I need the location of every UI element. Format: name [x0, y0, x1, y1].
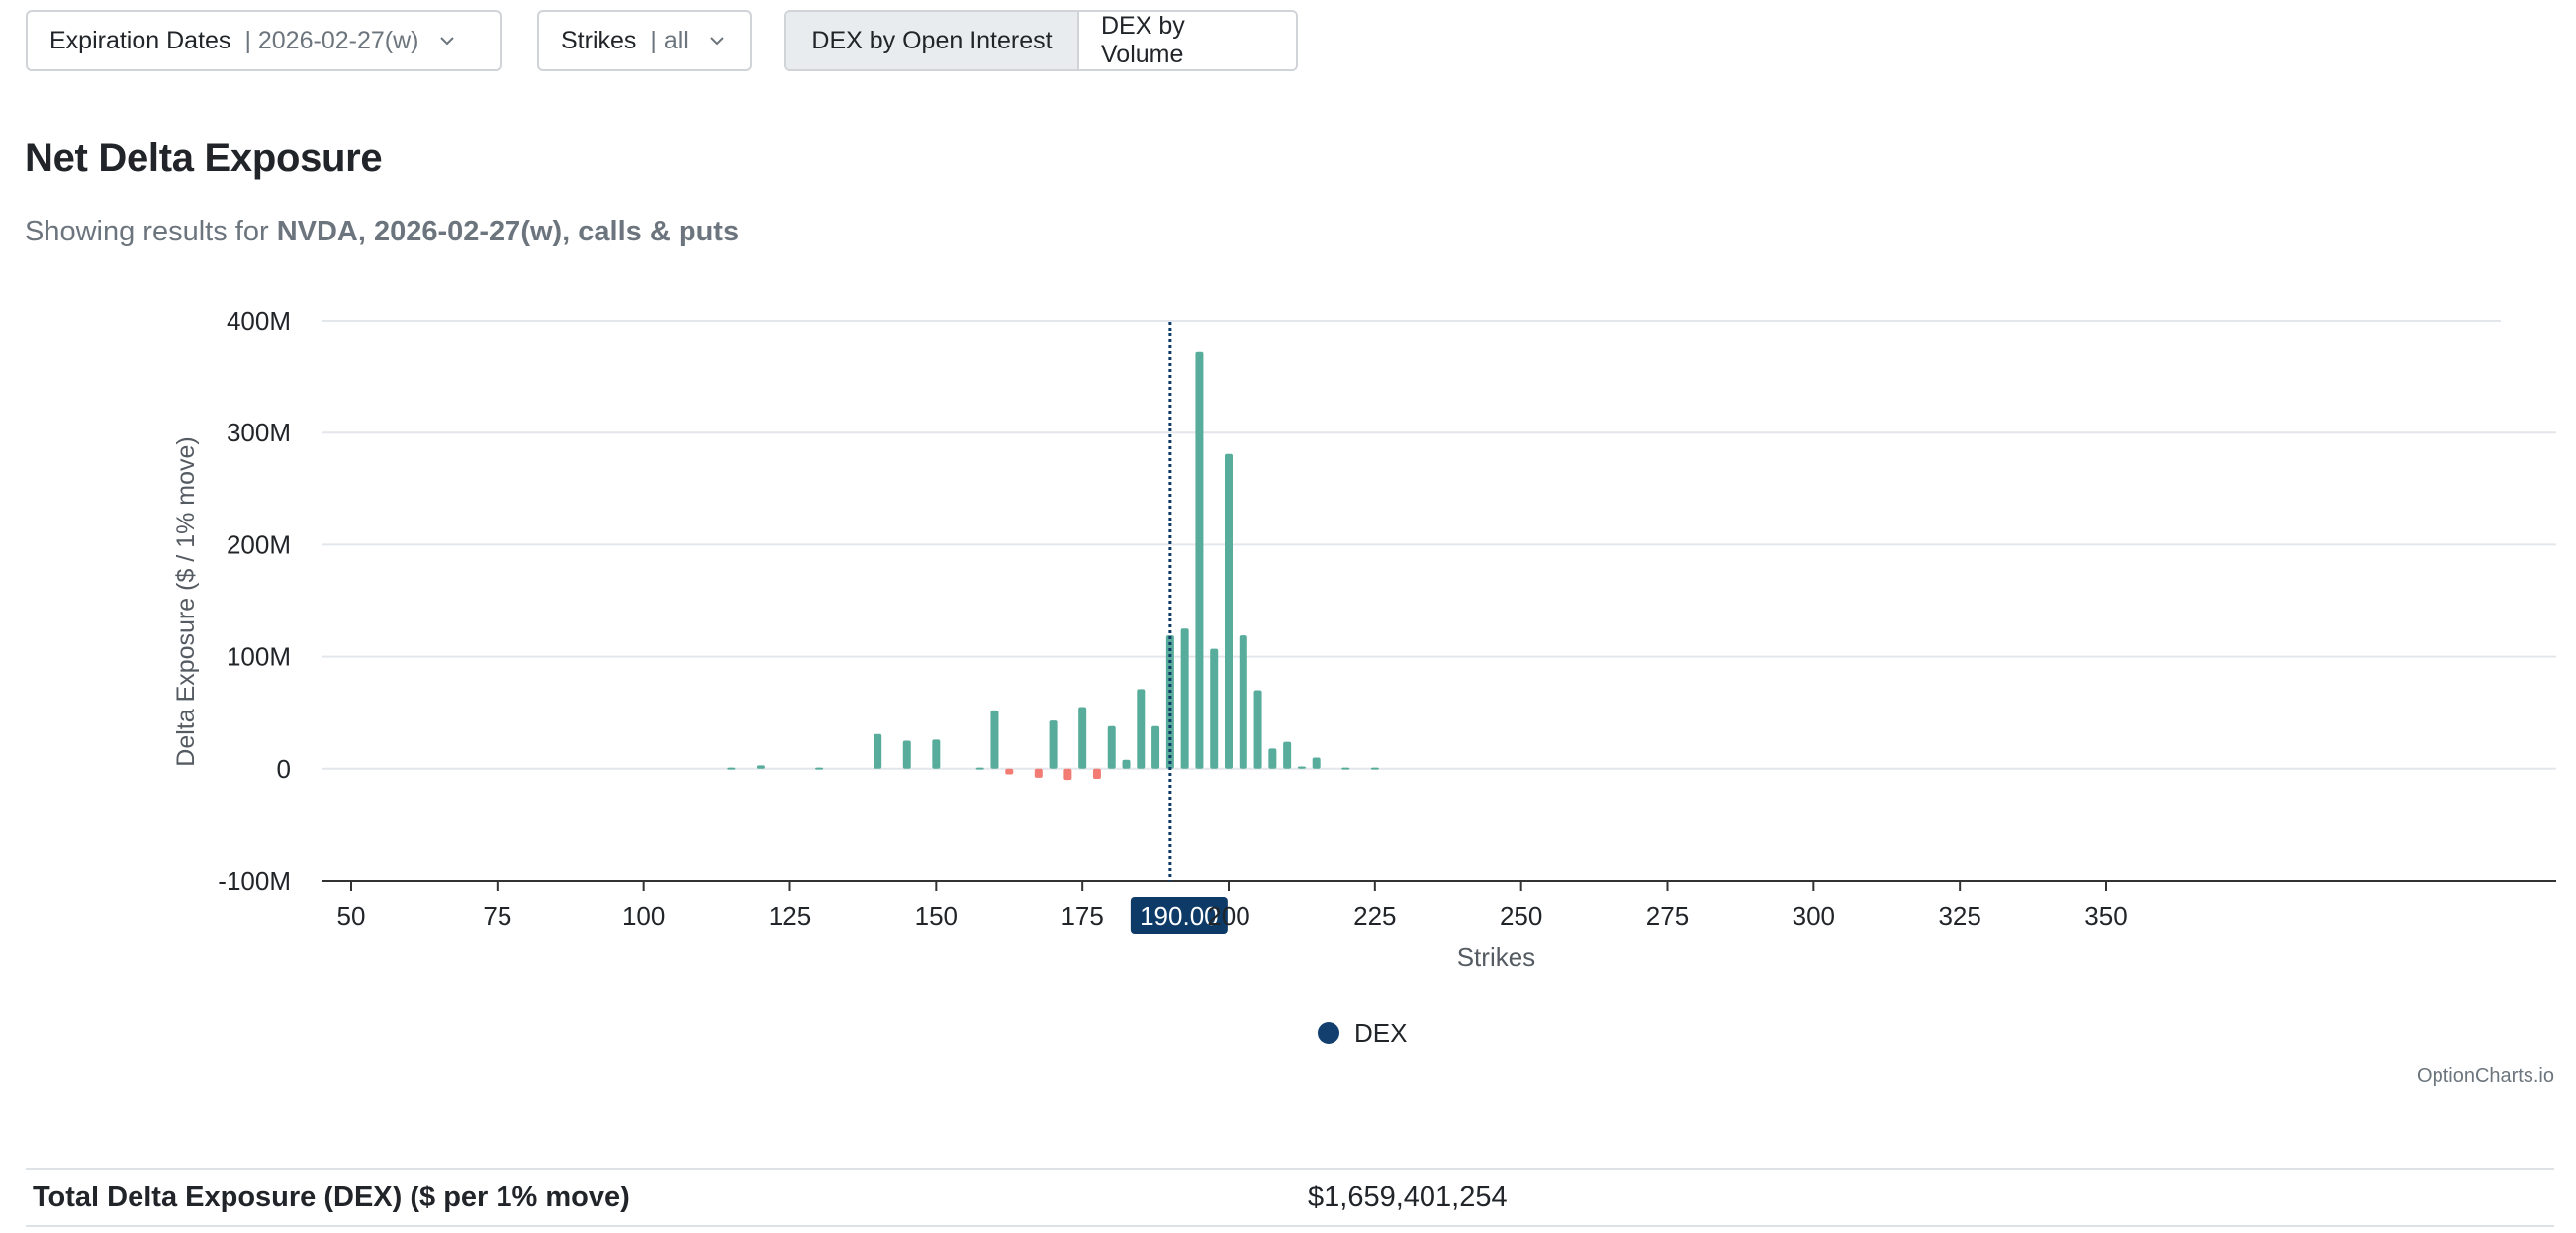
dex-bar	[990, 710, 999, 769]
x-tick-label: 125	[769, 901, 811, 931]
total-dex-value: $1,659,401,254	[1308, 1182, 1508, 1213]
dex-bar	[1341, 767, 1350, 770]
dex-bar	[1137, 689, 1146, 769]
crosshair-label-box	[1130, 897, 1228, 934]
y-tick-label: 200M	[227, 529, 291, 559]
dex-bar	[1107, 725, 1116, 769]
x-tick-label: 350	[2084, 901, 2127, 931]
dex-by-open-interest-button[interactable]: DEX by Open Interest	[786, 12, 1079, 69]
page-subtitle: Showing results for NVDA, 2026-02-27(w),…	[25, 216, 739, 248]
dex-bar	[1092, 768, 1101, 779]
crosshair-label: 190.00	[1140, 901, 1219, 931]
x-tick-label: 225	[1353, 901, 1396, 931]
dex-bar	[1034, 768, 1043, 778]
dex-bar	[756, 765, 765, 769]
subtitle-prefix: Showing results for	[25, 216, 269, 247]
dex-bar	[1297, 766, 1306, 769]
dex-bar	[1239, 635, 1247, 769]
expiration-dates-label: Expiration Dates	[49, 26, 231, 54]
x-tick-label: 325	[1938, 901, 1980, 931]
expiration-dates-dropdown[interactable]: Expiration Dates | 2026-02-27(w)	[26, 10, 502, 71]
x-tick-label: 250	[1500, 901, 1542, 931]
dex-bar	[1370, 767, 1379, 770]
dex-bar	[932, 739, 941, 769]
total-dex-row: Total Delta Exposure (DEX) ($ per 1% mov…	[26, 1168, 2554, 1227]
strikes-dropdown[interactable]: Strikes | all	[537, 10, 752, 71]
x-tick-label: 50	[337, 901, 366, 931]
x-tick-label: 75	[483, 901, 511, 931]
delta-exposure-chart: 190.00 400M 300M 200M 100M 0 -100M 50 75 100 125 1…	[172, 306, 2556, 1048]
y-tick-label: 400M	[227, 306, 291, 335]
dex-bar	[727, 767, 736, 770]
x-tick-label: 300	[1793, 901, 1835, 931]
subtitle-selection: NVDA, 2026-02-27(w), calls & puts	[276, 216, 740, 247]
legend-marker	[1318, 1022, 1339, 1044]
dex-view-toggle: DEX by Open Interest DEX by Volume	[784, 10, 1298, 71]
dex-bar	[874, 733, 882, 769]
page-title: Net Delta Exposure	[25, 137, 383, 180]
chart-credit: OptionCharts.io	[2417, 1065, 2554, 1087]
dex-bar	[1151, 725, 1160, 769]
dex-bar	[902, 740, 911, 769]
x-tick-label: 175	[1060, 901, 1103, 931]
x-axis-title: Strikes	[1457, 942, 1535, 972]
dex-bar	[1268, 748, 1277, 769]
y-tick-label: 0	[277, 754, 291, 784]
legend-label: DEX	[1354, 1018, 1407, 1048]
x-tick-label: 200	[1207, 901, 1249, 931]
dex-bar	[1253, 690, 1262, 769]
x-tick-label: 275	[1646, 901, 1689, 931]
dex-bar	[1122, 759, 1131, 769]
dex-bar	[1063, 768, 1072, 781]
dex-bar	[1049, 720, 1058, 769]
total-dex-label: Total Delta Exposure (DEX) ($ per 1% mov…	[33, 1182, 630, 1213]
dex-bar	[1283, 741, 1292, 769]
y-tick-label: -100M	[218, 866, 291, 896]
dex-bar	[815, 767, 824, 770]
dex-bar	[1225, 453, 1233, 769]
strikes-value: | all	[650, 26, 689, 54]
chevron-down-icon	[710, 37, 724, 46]
y-axis-title: Delta Exposure ($ / 1% move)	[172, 436, 200, 766]
dex-bar	[1195, 351, 1204, 769]
y-tick-label: 100M	[227, 642, 291, 672]
x-tick-label: 100	[622, 901, 665, 931]
dex-bar	[1312, 757, 1321, 769]
chevron-down-icon	[440, 37, 455, 46]
dex-by-volume-button[interactable]: DEX by Volume	[1079, 12, 1296, 69]
x-tick-label: 150	[915, 901, 958, 931]
y-tick-label: 300M	[227, 418, 291, 447]
dex-bar	[1078, 707, 1087, 769]
dex-bar	[1180, 628, 1189, 769]
strikes-label: Strikes	[561, 26, 637, 54]
dex-bar	[1210, 648, 1219, 769]
dex-bar	[1005, 768, 1014, 775]
dex-bar	[975, 767, 984, 770]
expiration-dates-value: | 2026-02-27(w)	[244, 26, 419, 54]
